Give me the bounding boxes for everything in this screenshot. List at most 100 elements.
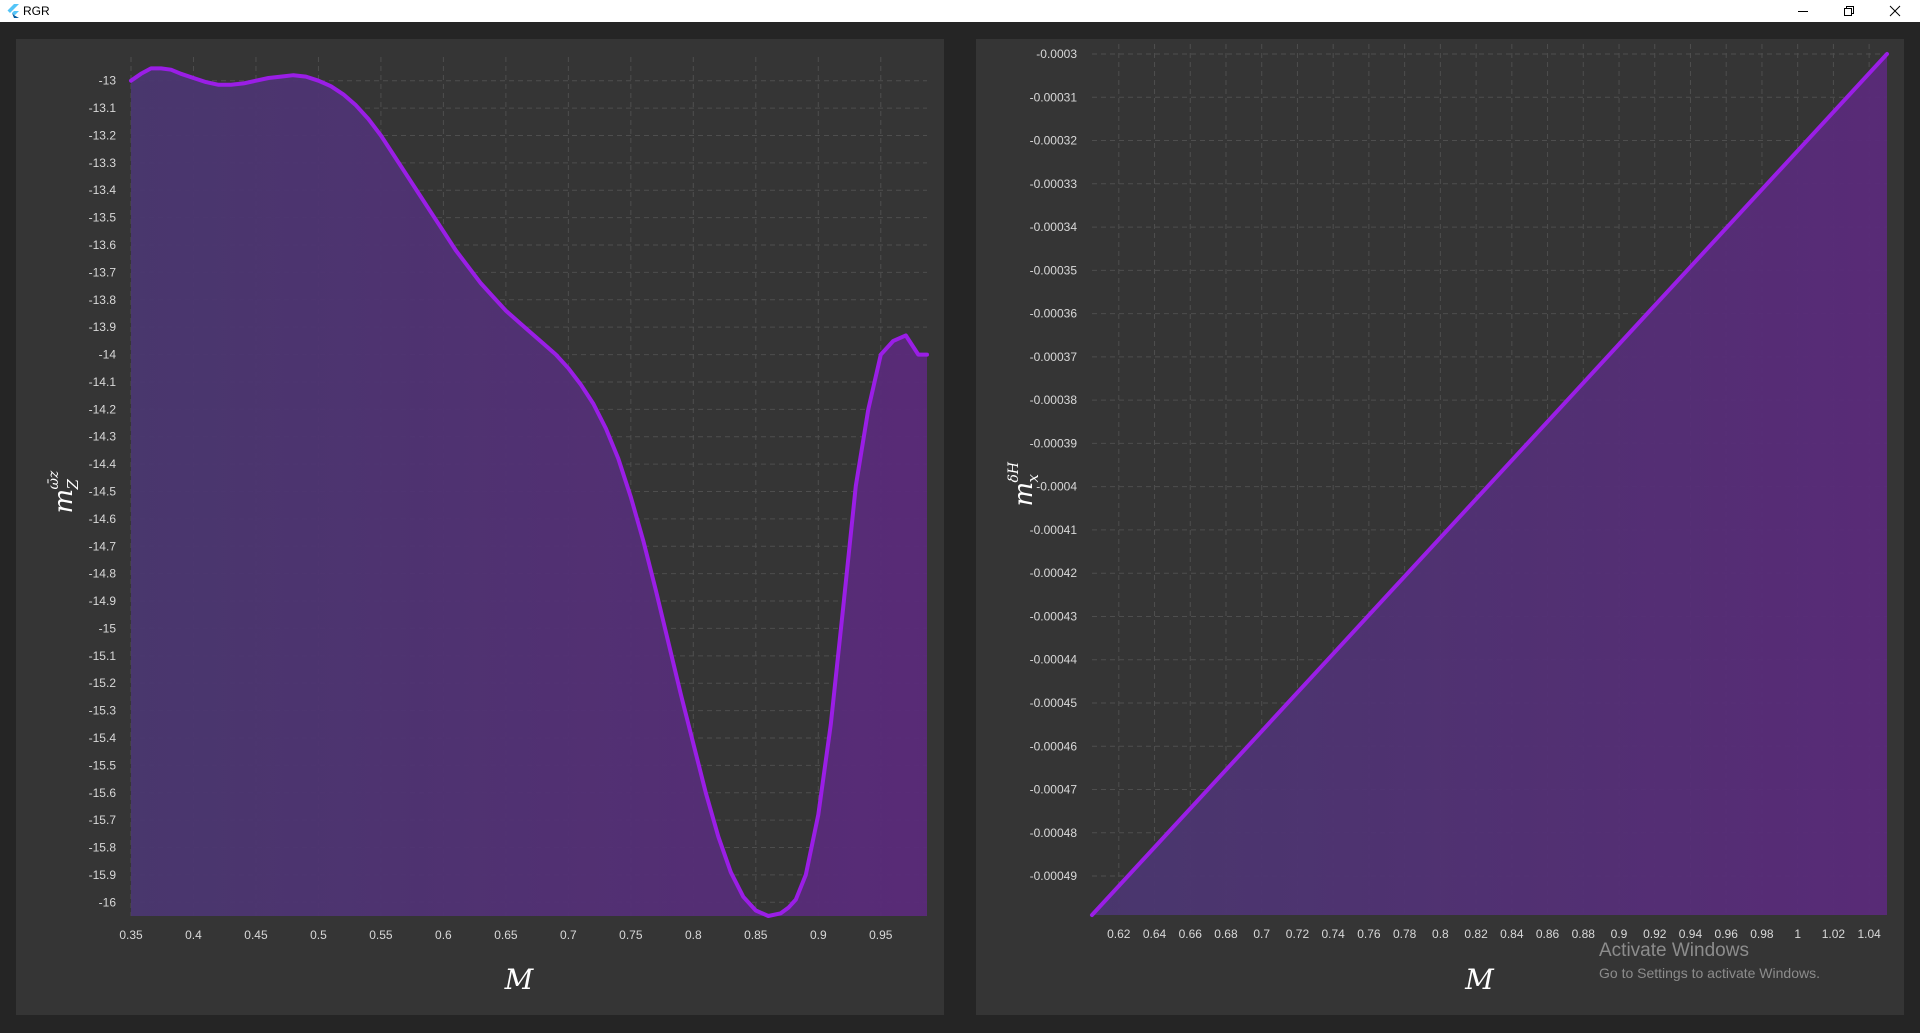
flutter-logo-icon — [7, 4, 19, 18]
area-fill — [131, 68, 927, 916]
y-tick-label: -13.8 — [89, 293, 117, 307]
y-tick-label: -13.6 — [89, 238, 117, 252]
x-tick-label: 0.75 — [619, 928, 643, 942]
y-tick-label: -14.7 — [89, 539, 117, 553]
series-line — [1090, 52, 1889, 917]
close-icon — [1889, 5, 1901, 17]
y-tick-label: -14.1 — [89, 375, 117, 389]
activation-watermark: Activate Windows Go to Settings to activ… — [1599, 940, 1820, 983]
y-tick-label: -14.3 — [89, 430, 117, 444]
y-tick-label: -13.5 — [89, 211, 117, 225]
y-tick-label: -15.7 — [89, 813, 117, 827]
y-tick-label: -0.00042 — [1030, 566, 1078, 580]
y-axis-label-sup: δH — [1006, 461, 1022, 482]
x-tick-label: 0.55 — [369, 928, 393, 942]
x-tick-label: 0.76 — [1357, 927, 1381, 941]
y-tick-label: -0.0004 — [1036, 480, 1077, 494]
y-tick-label: -13.4 — [89, 183, 117, 197]
chart-panel-left: 0.35 0.4 0.45 0.5 0.55 0.6 0.65 0.7 0.75 0.8 0.85 0… — [16, 39, 944, 1015]
y-tick-label: -15.8 — [89, 841, 117, 855]
x-tick-label: 0.85 — [744, 928, 768, 942]
y-axis-label-sub: x — [1024, 474, 1042, 483]
y-tick-label: -15.3 — [89, 704, 117, 718]
x-tick-label: 1.04 — [1857, 927, 1881, 941]
y-tick-label: -15.6 — [89, 786, 117, 800]
x-tick-label: 0.45 — [244, 928, 268, 942]
x-tick-label: 0.7 — [560, 928, 577, 942]
y-axis-label-sub: Z — [64, 479, 82, 491]
y-tick-label: -0.00031 — [1030, 90, 1078, 104]
y-tick-label: -15 — [99, 621, 117, 635]
x-tick-label: 0.6 — [435, 928, 452, 942]
y-tick-label: -0.00043 — [1030, 609, 1078, 623]
y-tick-label: -13 — [99, 74, 117, 88]
x-tick-label: 0.82 — [1464, 927, 1488, 941]
x-axis-label: M — [504, 963, 535, 996]
close-button[interactable] — [1872, 0, 1918, 22]
y-tick-label: -0.00048 — [1030, 826, 1078, 840]
y-tick-label: -0.00038 — [1030, 393, 1078, 407]
y-axis-label: mω̄z Z — [46, 470, 82, 513]
x-tick-label: 0.86 — [1536, 927, 1560, 941]
x-tick-label: 0.84 — [1500, 927, 1524, 941]
x-tick-label: 0.64 — [1143, 927, 1167, 941]
x-tick-label: 0.8 — [1432, 927, 1449, 941]
y-axis-label-base: m — [49, 489, 79, 514]
x-tick-label: 0.78 — [1393, 927, 1417, 941]
y-tick-label: -13.1 — [89, 101, 117, 115]
y-tick-label: -14.6 — [89, 512, 117, 526]
x-tick-label: 1.02 — [1822, 927, 1846, 941]
y-tick-label: -14.8 — [89, 567, 117, 581]
x-tick-label: 0.72 — [1286, 927, 1310, 941]
y-tick-label: -15.5 — [89, 758, 117, 772]
y-tick-label: -0.00033 — [1030, 177, 1078, 191]
y-tick-label: -14.9 — [89, 594, 117, 608]
x-tick-label: 0.74 — [1322, 927, 1346, 941]
x-tick-label: 0.94 — [1679, 927, 1703, 941]
chart-mx-delta: 0.62 0.64 0.66 0.68 0.7 0.72 0.74 0.76 0.78 0.8 0.… — [1006, 44, 1889, 996]
y-tick-label: -0.00036 — [1030, 307, 1078, 321]
y-tick-label: -0.00034 — [1030, 220, 1078, 234]
x-tick-label: 0.88 — [1572, 927, 1596, 941]
y-tick-label: -0.00041 — [1030, 523, 1078, 537]
y-tick-label: -13.7 — [89, 265, 117, 279]
y-tick-label: -16 — [99, 895, 117, 909]
chart-panel-right: 0.62 0.64 0.66 0.68 0.7 0.72 0.74 0.76 0.78 0.8 0.… — [976, 39, 1904, 1015]
activation-subtitle: Go to Settings to activate Windows. — [1599, 965, 1820, 981]
x-tick-label: 0.65 — [494, 928, 518, 942]
y-tick-label: -13.9 — [89, 320, 117, 334]
x-tick-label: 0.66 — [1179, 927, 1203, 941]
x-tick-label: 0.92 — [1643, 927, 1667, 941]
y-tick-label: -0.00035 — [1030, 263, 1078, 277]
title-bar: RGR — [0, 0, 1920, 22]
minimize-button[interactable] — [1780, 0, 1826, 22]
chart-mz-omega: 0.35 0.4 0.45 0.5 0.55 0.6 0.65 0.7 0.75 0.8 0.85 0… — [46, 57, 929, 996]
y-tick-label: -0.00045 — [1030, 696, 1078, 710]
y-tick-label: -13.2 — [89, 128, 117, 142]
activation-title: Activate Windows — [1599, 940, 1749, 961]
y-axis-label: mδH x — [1006, 461, 1042, 506]
y-tick-label: -15.1 — [89, 649, 117, 663]
minimize-icon — [1798, 11, 1808, 12]
y-axis-label-sup: ω̄z — [46, 470, 62, 489]
x-tick-label: 0.98 — [1750, 927, 1774, 941]
maximize-button[interactable] — [1826, 0, 1872, 22]
y-tick-label: -0.00047 — [1030, 783, 1078, 797]
y-tick-label: -15.4 — [89, 731, 117, 745]
x-tick-label: 0.96 — [1715, 927, 1739, 941]
maximize-icon — [1844, 6, 1854, 16]
y-tick-label: -14.2 — [89, 402, 117, 416]
x-tick-label: 0.4 — [185, 928, 202, 942]
y-tick-label: -13.3 — [89, 156, 117, 170]
x-tick-label: 0.68 — [1214, 927, 1238, 941]
x-tick-label: 0.9 — [1611, 927, 1628, 941]
window-title: RGR — [23, 4, 50, 18]
y-tick-label: -0.0003 — [1036, 47, 1077, 61]
series-line — [129, 66, 929, 918]
y-tick-label: -0.00037 — [1030, 350, 1078, 364]
y-tick-label: -0.00044 — [1030, 653, 1078, 667]
x-tick-label: 0.8 — [685, 928, 702, 942]
x-axis-label: M — [1464, 963, 1495, 996]
y-tick-label: -0.00039 — [1030, 436, 1078, 450]
y-tick-label: -15.2 — [89, 676, 117, 690]
